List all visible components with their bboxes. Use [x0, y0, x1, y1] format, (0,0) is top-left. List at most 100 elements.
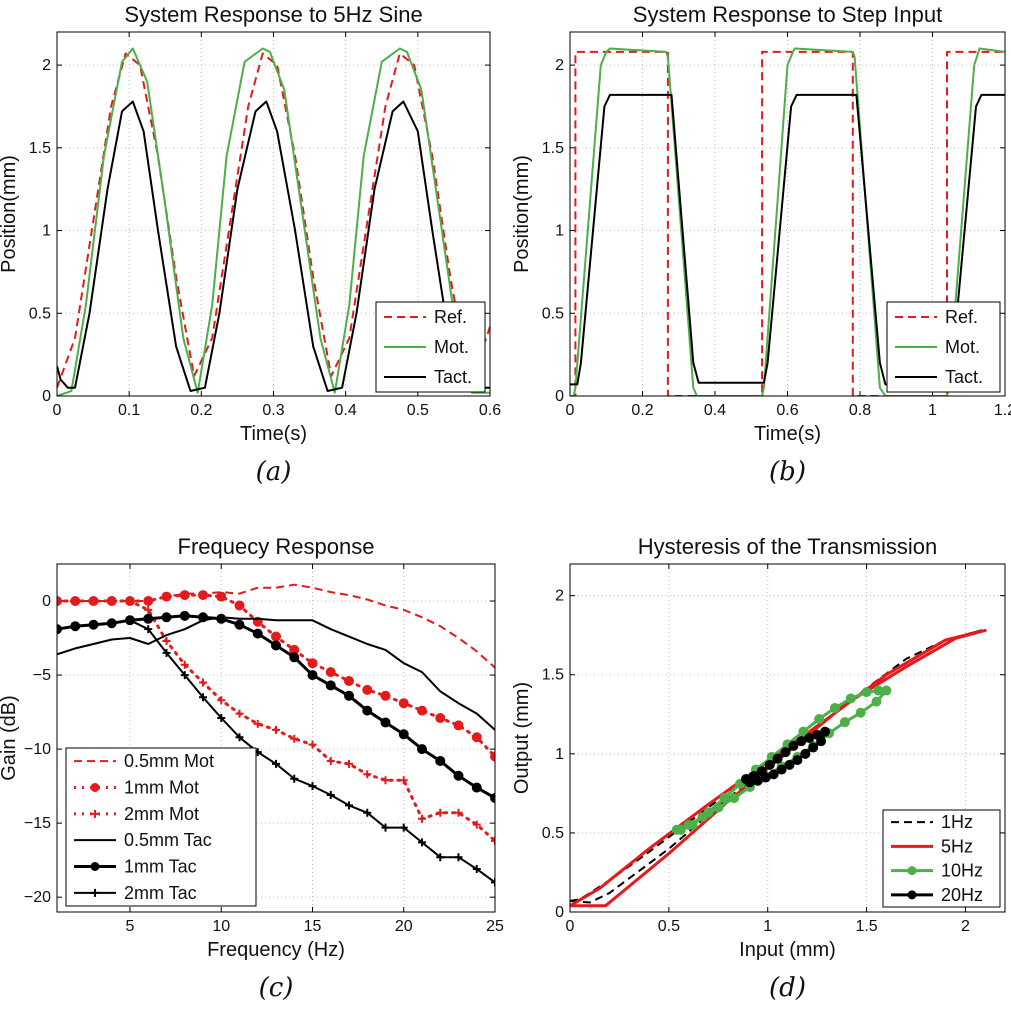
- x-tick-label: 0.8: [849, 402, 871, 419]
- data-point: [234, 600, 245, 611]
- legend-label: Ref.: [945, 307, 978, 327]
- data-point: [380, 690, 391, 701]
- legend-label: 2mm Mot: [124, 804, 199, 824]
- data-point: [490, 751, 495, 762]
- legend-marker: [907, 866, 917, 876]
- data-point: [471, 782, 482, 793]
- data-point: [764, 759, 775, 770]
- y-axis-label: Position(mm): [0, 155, 20, 273]
- data-point: [57, 597, 61, 606]
- y-tick-label: −15: [24, 815, 51, 832]
- data-point: [471, 732, 482, 743]
- data-point: [683, 820, 694, 830]
- panel-caption: (a): [256, 457, 292, 487]
- data-point: [490, 792, 495, 803]
- legend-marker: [91, 809, 99, 818]
- data-point: [713, 802, 724, 813]
- data-point: [829, 702, 840, 713]
- data-point: [89, 620, 98, 629]
- data-point: [71, 597, 80, 606]
- series-line-0-5mm-tac: [57, 616, 495, 731]
- data-point: [436, 853, 445, 862]
- y-axis-label: Position(mm): [511, 155, 533, 273]
- y-tick-label: 0.5: [29, 305, 51, 322]
- data-point: [453, 770, 464, 781]
- data-point: [399, 823, 408, 832]
- data-point: [381, 823, 390, 832]
- data-point: [290, 734, 299, 743]
- legend-marker: [90, 783, 100, 792]
- legend-marker: [91, 888, 99, 897]
- data-point: [253, 719, 262, 728]
- data-point: [814, 714, 825, 725]
- data-point: [363, 770, 372, 779]
- data-point: [776, 764, 787, 775]
- legend-label: 1mm Mot: [124, 778, 199, 798]
- panel-caption: (d): [769, 973, 806, 1003]
- data-point: [272, 759, 280, 768]
- data-point: [845, 693, 856, 704]
- y-tick-label: 1.5: [29, 140, 51, 157]
- series-line-mot-: [570, 47, 1005, 396]
- x-tick-label: 1.2: [994, 402, 1011, 419]
- data-point: [126, 616, 134, 625]
- data-point: [144, 625, 153, 634]
- chart-title: System Response to Step Input: [633, 2, 942, 27]
- chart-d: 0 0.5 1 1.5 2 0 0.5 1 1.5 2 Hysteresis of the Tran…: [511, 534, 1006, 1003]
- legend-label: 1Hz: [941, 812, 973, 832]
- data-point: [143, 613, 154, 624]
- data-point: [472, 865, 481, 874]
- chart-a: 0 0.1 0.2 0.3 0.4 0.5 0.6 0 0.5 1 1.5 2 System Respo…: [0, 2, 501, 487]
- data-point: [234, 619, 245, 630]
- data-point: [144, 605, 153, 614]
- y-tick-label: 1: [555, 223, 564, 240]
- y-axis-label: Gain (dB): [0, 695, 20, 781]
- x-tick-label: 0.3: [262, 402, 284, 419]
- data-point: [816, 736, 827, 747]
- data-point: [740, 774, 751, 785]
- data-point: [216, 613, 227, 624]
- axes-frame: [569, 563, 1006, 913]
- legend: 0.5mm Mot 1mm Mot 2mm Mot 0.5mm Tac 1mm Tac 2…: [65, 747, 257, 907]
- y-tick-label: 0.5: [542, 305, 564, 322]
- x-tick-label: 5: [126, 918, 135, 935]
- series-line-5hz: [570, 628, 987, 908]
- x-tick-label: 0.1: [118, 402, 140, 419]
- y-tick-label: 1.5: [542, 140, 564, 157]
- data-point: [143, 596, 154, 607]
- data-point: [752, 775, 763, 786]
- data-point: [162, 637, 171, 646]
- x-tick-label: 25: [486, 918, 504, 935]
- data-point: [198, 612, 208, 623]
- data-point: [216, 591, 227, 602]
- y-tick-label: 0: [42, 388, 51, 405]
- x-tick-label: 0: [566, 918, 575, 935]
- data-point: [675, 824, 686, 835]
- x-tick-label: 0.2: [631, 402, 653, 419]
- legend-label: 5Hz: [941, 836, 973, 856]
- x-tick-label: 0.5: [658, 918, 680, 935]
- y-tick-label: 0: [42, 593, 51, 610]
- y-tick-label: −20: [24, 889, 51, 906]
- data-point: [307, 658, 318, 669]
- data-point: [345, 759, 353, 768]
- data-point: [162, 648, 171, 657]
- data-point: [235, 709, 244, 718]
- data-point: [199, 693, 207, 702]
- y-tick-label: 0.5: [542, 825, 564, 842]
- legend-label: Tact.: [945, 367, 983, 387]
- legend: Ref. Mot. Tact.: [375, 301, 486, 393]
- data-point: [307, 670, 318, 681]
- y-tick-label: 2: [555, 588, 564, 605]
- x-tick-label: 15: [304, 918, 322, 935]
- series-line-mot-: [57, 47, 490, 396]
- data-point: [454, 808, 463, 817]
- data-point: [435, 755, 446, 766]
- data-point: [362, 684, 373, 695]
- data-point: [126, 597, 134, 606]
- x-tick-label: 0.4: [704, 402, 726, 419]
- data-point: [855, 707, 866, 718]
- data-point: [417, 744, 427, 755]
- plot-series-group: [57, 583, 495, 887]
